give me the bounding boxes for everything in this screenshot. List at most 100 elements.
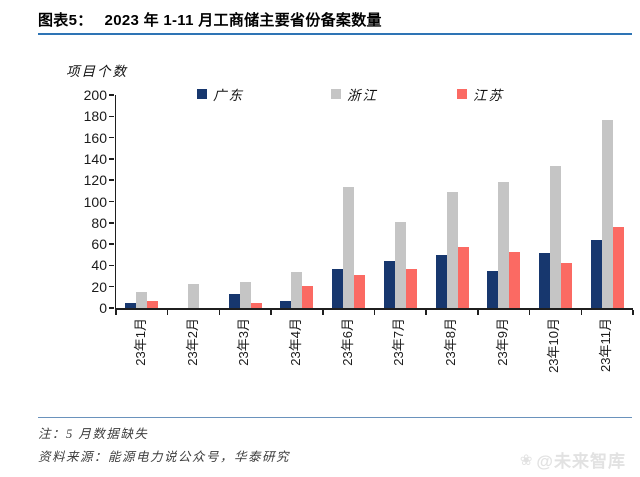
bar-江苏-23年8月 (457, 247, 469, 308)
y-tick-mark (109, 243, 114, 245)
bar-group-23年10月 (530, 95, 582, 308)
x-axis-label: 23年10月 (546, 318, 562, 373)
y-tick-label: 80 (91, 214, 107, 231)
y-tick-mark (109, 179, 114, 181)
figure-header: 图表5： 2023 年 1-11 月工商储主要省份备案数量 (38, 9, 382, 30)
bar-广东-23年1月 (125, 302, 137, 308)
y-tick-mark (109, 285, 114, 288)
bar-广东-23年9月 (487, 270, 499, 308)
figure-label: 图表5： (38, 12, 93, 29)
y-tick-label: 180 (83, 108, 107, 125)
legend-label: 浙江 (347, 88, 378, 103)
y-tick-label: 200 (83, 87, 107, 103)
y-tick-mark (109, 264, 114, 267)
x-axis-label: 23年1月 (132, 318, 148, 366)
y-tick-mark (109, 158, 114, 160)
paw-flower-icon: ❀ (519, 451, 534, 469)
bar-江苏-23年1月 (147, 300, 159, 308)
bar-group-23年6月 (323, 95, 375, 308)
bar-广东-23年7月 (383, 261, 395, 308)
x-axis-label: 23年4月 (287, 318, 303, 366)
bar-group-23年2月 (168, 95, 220, 308)
bar-广东-23年6月 (332, 268, 344, 308)
bar-广东-23年8月 (435, 254, 447, 308)
y-axis-unit-label: 项目个数 (66, 64, 128, 79)
bar-group-23年9月 (478, 95, 530, 308)
y-tick-label: 40 (91, 257, 107, 274)
legend-swatch-icon (457, 89, 467, 99)
x-tick-mark (632, 310, 634, 315)
bar-浙江-23年6月 (343, 186, 355, 308)
y-tick-mark (109, 307, 114, 309)
chart-source: 资料来源：能源电力说公众号，华泰研究 (38, 450, 291, 464)
y-tick-mark (109, 200, 114, 203)
bar-浙江-23年1月 (136, 292, 148, 308)
watermark-text: @未来智库 (536, 452, 626, 471)
x-axis-label: 23年6月 (339, 318, 355, 366)
x-axis-label: 23年2月 (184, 318, 200, 366)
bar-广东-23年4月 (280, 300, 292, 308)
bar-广东-23年10月 (538, 252, 550, 308)
y-tick-mark (109, 222, 114, 224)
bar-group-23年7月 (375, 95, 427, 308)
bar-浙江-23年3月 (239, 282, 251, 308)
x-tick-mark (270, 310, 272, 315)
chart-legend: 广东 浙江 江苏 (0, 84, 640, 103)
bar-group-23年8月 (426, 95, 478, 308)
y-tick-label: 100 (83, 193, 107, 210)
bar-group-23年11月 (581, 95, 633, 308)
x-tick-mark (115, 310, 117, 315)
x-axis-label: 23年11月 (598, 318, 614, 372)
y-axis-tick-labels: 0 20 40 60 80 100 120 140 160 180 200 (50, 87, 107, 316)
bar-浙江-23年11月 (601, 119, 613, 308)
legend-swatch-icon (197, 89, 207, 99)
bar-江苏-23年10月 (560, 263, 572, 308)
bar-浙江-23年4月 (291, 271, 303, 308)
figure-title: 2023 年 1-11 月工商储主要省份备案数量 (104, 12, 382, 29)
x-tick-mark (477, 310, 479, 315)
bar-江苏-23年11月 (612, 227, 624, 308)
y-tick-label: 140 (83, 150, 107, 167)
y-tick-label: 20 (91, 278, 107, 295)
x-tick-mark (373, 310, 376, 315)
y-tick-label: 60 (91, 236, 107, 253)
legend-item-广东: 广东 (197, 84, 244, 104)
bar-浙江-23年10月 (549, 166, 561, 308)
x-tick-mark (166, 310, 169, 315)
bar-广东-23年3月 (228, 294, 240, 308)
y-tick-label: 120 (83, 172, 107, 189)
bar-广东-23年11月 (590, 239, 602, 308)
title-divider (38, 33, 632, 35)
x-tick-mark (218, 310, 221, 315)
x-axis-label: 23年3月 (236, 318, 252, 366)
footer-divider (38, 417, 632, 418)
x-tick-mark (580, 310, 583, 315)
y-tick-mark (109, 94, 114, 96)
bar-江苏-23年4月 (302, 285, 314, 308)
bar-江苏-23年9月 (509, 251, 521, 308)
bar-group-23年3月 (219, 95, 271, 308)
y-tick-label: 160 (83, 129, 107, 146)
y-tick-mark (109, 136, 114, 139)
legend-item-浙江: 浙江 (331, 84, 378, 104)
bar-浙江-23年2月 (188, 283, 200, 308)
plot-area (109, 94, 634, 315)
x-axis-label: 23年7月 (391, 318, 407, 366)
bar-group-23年4月 (271, 95, 323, 308)
watermark: ❀ @未来智库 (520, 447, 626, 472)
legend-label: 广东 (213, 88, 244, 103)
x-tick-mark (425, 310, 427, 315)
y-tick-label: 0 (99, 300, 107, 316)
bar-江苏-23年3月 (250, 302, 262, 308)
bar-group-23年1月 (116, 95, 168, 308)
legend-swatch-icon (331, 89, 341, 99)
bar-浙江-23年9月 (498, 182, 510, 308)
bar-江苏-23年7月 (405, 268, 417, 308)
bar-江苏-23年6月 (354, 275, 366, 308)
chart-note: 注：5 月数据缺失 (38, 427, 149, 441)
x-tick-mark (322, 310, 324, 315)
legend-label: 江苏 (473, 88, 504, 103)
y-tick-mark (109, 115, 114, 118)
bar-浙江-23年8月 (446, 191, 458, 308)
